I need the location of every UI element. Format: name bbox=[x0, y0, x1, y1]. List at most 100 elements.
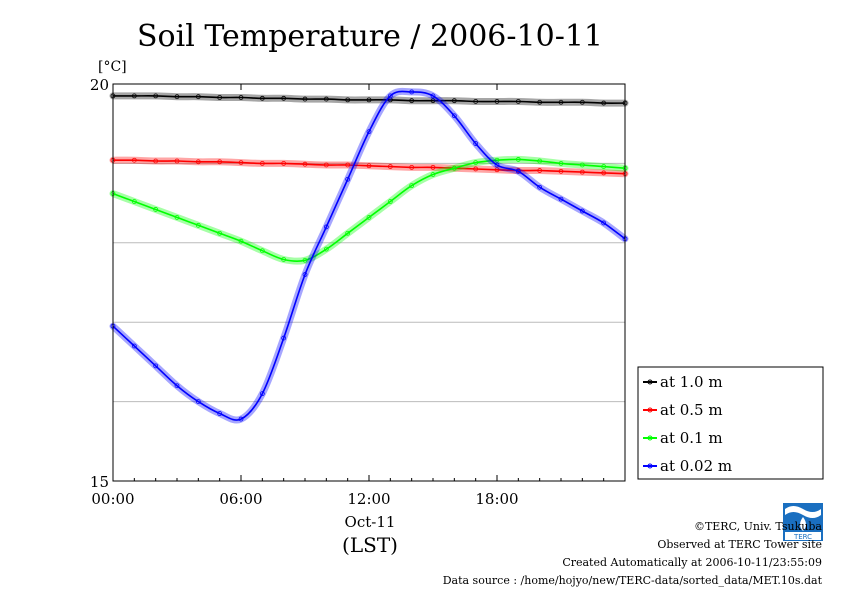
series-halo bbox=[109, 155, 629, 265]
x-tick-label: 00:00 bbox=[91, 490, 134, 508]
data-point bbox=[473, 99, 479, 104]
legend-label: at 0.02 m bbox=[660, 457, 732, 475]
data-point bbox=[430, 164, 436, 170]
data-point bbox=[195, 399, 201, 405]
data-point bbox=[537, 168, 543, 173]
data-point bbox=[259, 248, 265, 254]
credit-created-time: Created Automatically at 2006-10-11/23:5… bbox=[562, 556, 822, 569]
data-point bbox=[195, 159, 201, 165]
credit-copyright: ©TERC, Univ. Tsukuba bbox=[693, 520, 822, 533]
credit-observed-site: Observed at TERC Tower site bbox=[657, 538, 822, 551]
data-point bbox=[558, 196, 564, 202]
data-point bbox=[494, 167, 500, 173]
data-point bbox=[537, 158, 543, 164]
x-tick-label: 06:00 bbox=[219, 490, 262, 508]
series-at-0-1-m bbox=[109, 155, 629, 265]
y-tick-label: 15 bbox=[90, 473, 109, 491]
data-point bbox=[195, 94, 201, 100]
axis-ticks: 15 20 00:00 06:00 12:00 18:00 bbox=[90, 76, 605, 508]
data-point bbox=[281, 257, 287, 262]
legend-label: at 1.0 m bbox=[660, 373, 723, 391]
data-point bbox=[259, 160, 265, 166]
data-point bbox=[494, 99, 500, 104]
series-halo bbox=[109, 87, 629, 424]
data-point bbox=[473, 141, 479, 146]
data-point bbox=[515, 99, 521, 104]
data-point bbox=[387, 199, 393, 204]
data-point bbox=[217, 411, 223, 416]
series-at-1-0-m bbox=[109, 92, 629, 107]
x-tick-label: 18:00 bbox=[475, 490, 518, 508]
data-point bbox=[174, 94, 180, 100]
data-point bbox=[195, 222, 201, 228]
series-line bbox=[112, 158, 626, 263]
data-point bbox=[131, 93, 137, 99]
data-point bbox=[366, 163, 372, 169]
series-line bbox=[113, 95, 626, 104]
data-point bbox=[451, 165, 457, 171]
data-point bbox=[601, 220, 607, 226]
legend-label: at 0.5 m bbox=[660, 401, 723, 419]
data-point bbox=[558, 168, 564, 174]
data-point bbox=[494, 157, 500, 163]
data-point bbox=[345, 230, 351, 236]
data-point bbox=[430, 172, 436, 177]
data-point bbox=[601, 170, 607, 176]
data-point bbox=[579, 162, 585, 168]
series-line bbox=[112, 159, 626, 175]
series-line bbox=[112, 90, 626, 421]
data-point bbox=[302, 272, 308, 277]
data-point bbox=[153, 93, 159, 99]
legend-marker bbox=[647, 463, 653, 469]
data-point bbox=[558, 99, 564, 105]
data-point bbox=[579, 99, 585, 105]
data-point bbox=[345, 97, 351, 103]
legend-label: at 0.1 m bbox=[660, 429, 723, 447]
y-axis-unit-label: [°C] bbox=[98, 59, 127, 75]
series-lines bbox=[109, 87, 629, 424]
data-point bbox=[430, 93, 436, 99]
data-point bbox=[409, 89, 415, 95]
data-point bbox=[515, 168, 521, 174]
data-point bbox=[387, 93, 393, 99]
data-point bbox=[451, 98, 457, 104]
x-axis-label: (LST) bbox=[342, 533, 398, 557]
data-point bbox=[323, 224, 329, 230]
data-point bbox=[174, 214, 180, 220]
plot-area-frame bbox=[112, 83, 626, 482]
legend-marker bbox=[647, 379, 653, 385]
data-point bbox=[281, 95, 287, 101]
y-tick-label: 20 bbox=[90, 76, 109, 94]
data-point bbox=[302, 257, 308, 263]
data-point bbox=[174, 383, 180, 389]
data-point bbox=[366, 97, 372, 103]
data-point bbox=[409, 98, 415, 104]
data-point bbox=[451, 113, 457, 119]
data-point bbox=[259, 391, 265, 397]
legend-marker bbox=[647, 435, 653, 441]
data-point bbox=[153, 207, 159, 212]
legend-box bbox=[637, 366, 824, 480]
data-point bbox=[259, 95, 265, 101]
data-point bbox=[174, 158, 180, 164]
data-point bbox=[473, 160, 479, 166]
legend: at 1.0 m at 0.5 m at 0.1 m at 0.02 m bbox=[637, 366, 824, 480]
data-point bbox=[238, 238, 244, 244]
data-point bbox=[366, 214, 372, 220]
terc-logo: TERC bbox=[783, 503, 823, 541]
data-point bbox=[430, 98, 436, 104]
data-point bbox=[281, 160, 287, 166]
grid-lines bbox=[113, 162, 625, 403]
data-point bbox=[537, 99, 543, 105]
data-point bbox=[558, 160, 564, 166]
data-point bbox=[131, 157, 137, 163]
legend-marker bbox=[647, 407, 653, 413]
data-point bbox=[345, 162, 351, 168]
data-point bbox=[473, 166, 479, 172]
data-point bbox=[366, 129, 372, 135]
data-point bbox=[409, 164, 415, 170]
data-point bbox=[579, 169, 585, 175]
data-point bbox=[601, 164, 607, 169]
data-point bbox=[409, 183, 415, 189]
